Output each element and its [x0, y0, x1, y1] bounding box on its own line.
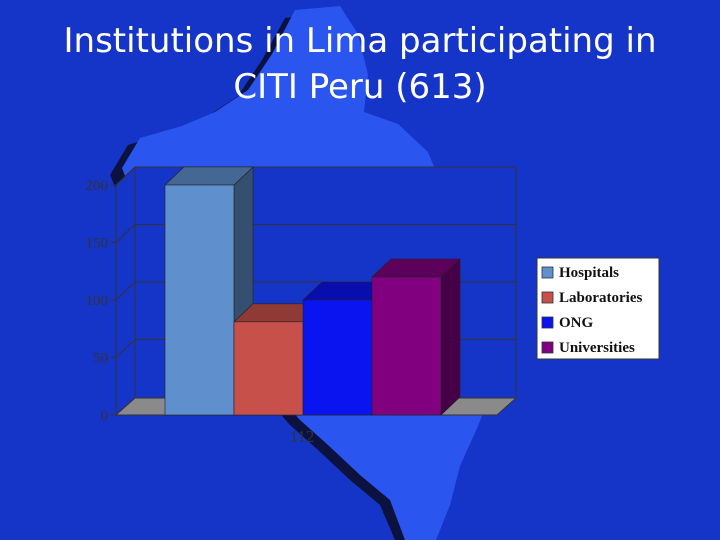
legend-swatch: [541, 316, 554, 329]
x-tick-label: 112: [290, 427, 315, 446]
title-line-1: Institutions in Lima participating in: [63, 21, 657, 61]
y-tick-label: 0: [101, 408, 109, 424]
legend-item: ONG: [541, 315, 594, 331]
bar-side: [440, 258, 461, 416]
legend-swatch: [541, 266, 554, 279]
gridline-side: [115, 166, 136, 186]
bar-front: [371, 276, 442, 416]
y-tick-label: 100: [86, 293, 109, 309]
legend-item: Hospitals: [541, 265, 619, 281]
legend-label: ONG: [559, 315, 594, 331]
legend-swatch: [541, 341, 554, 354]
y-tick-label: 200: [86, 178, 109, 194]
y-tick-label: 50: [93, 351, 108, 367]
bar-universities: [371, 258, 461, 416]
title-line-2: CITI Peru (613): [233, 67, 487, 107]
bar-front: [302, 299, 373, 416]
legend: Hospitals Laboratories ONG Universities: [536, 257, 660, 360]
y-axis: 0 50 100 150 200: [86, 178, 116, 424]
legend-box: [536, 257, 660, 360]
gridline-side: [115, 281, 136, 301]
slide-title: Institutions in Lima participating in CI…: [20, 18, 700, 110]
legend-label: Hospitals: [559, 265, 619, 281]
gridline-side: [115, 224, 136, 243]
bar-front: [233, 321, 304, 416]
legend-swatch: [541, 291, 554, 304]
chart-frame: 0 50 100 150 200 112: [86, 165, 518, 446]
bar-front: [164, 184, 235, 416]
bars: [164, 166, 461, 416]
y-tick-label: 150: [86, 236, 109, 252]
legend-label: Universities: [559, 340, 635, 356]
legend-item: Laboratories: [541, 290, 642, 306]
legend-item: Universities: [541, 340, 635, 356]
legend-label: Laboratories: [559, 290, 642, 306]
gridline-side: [115, 339, 136, 358]
